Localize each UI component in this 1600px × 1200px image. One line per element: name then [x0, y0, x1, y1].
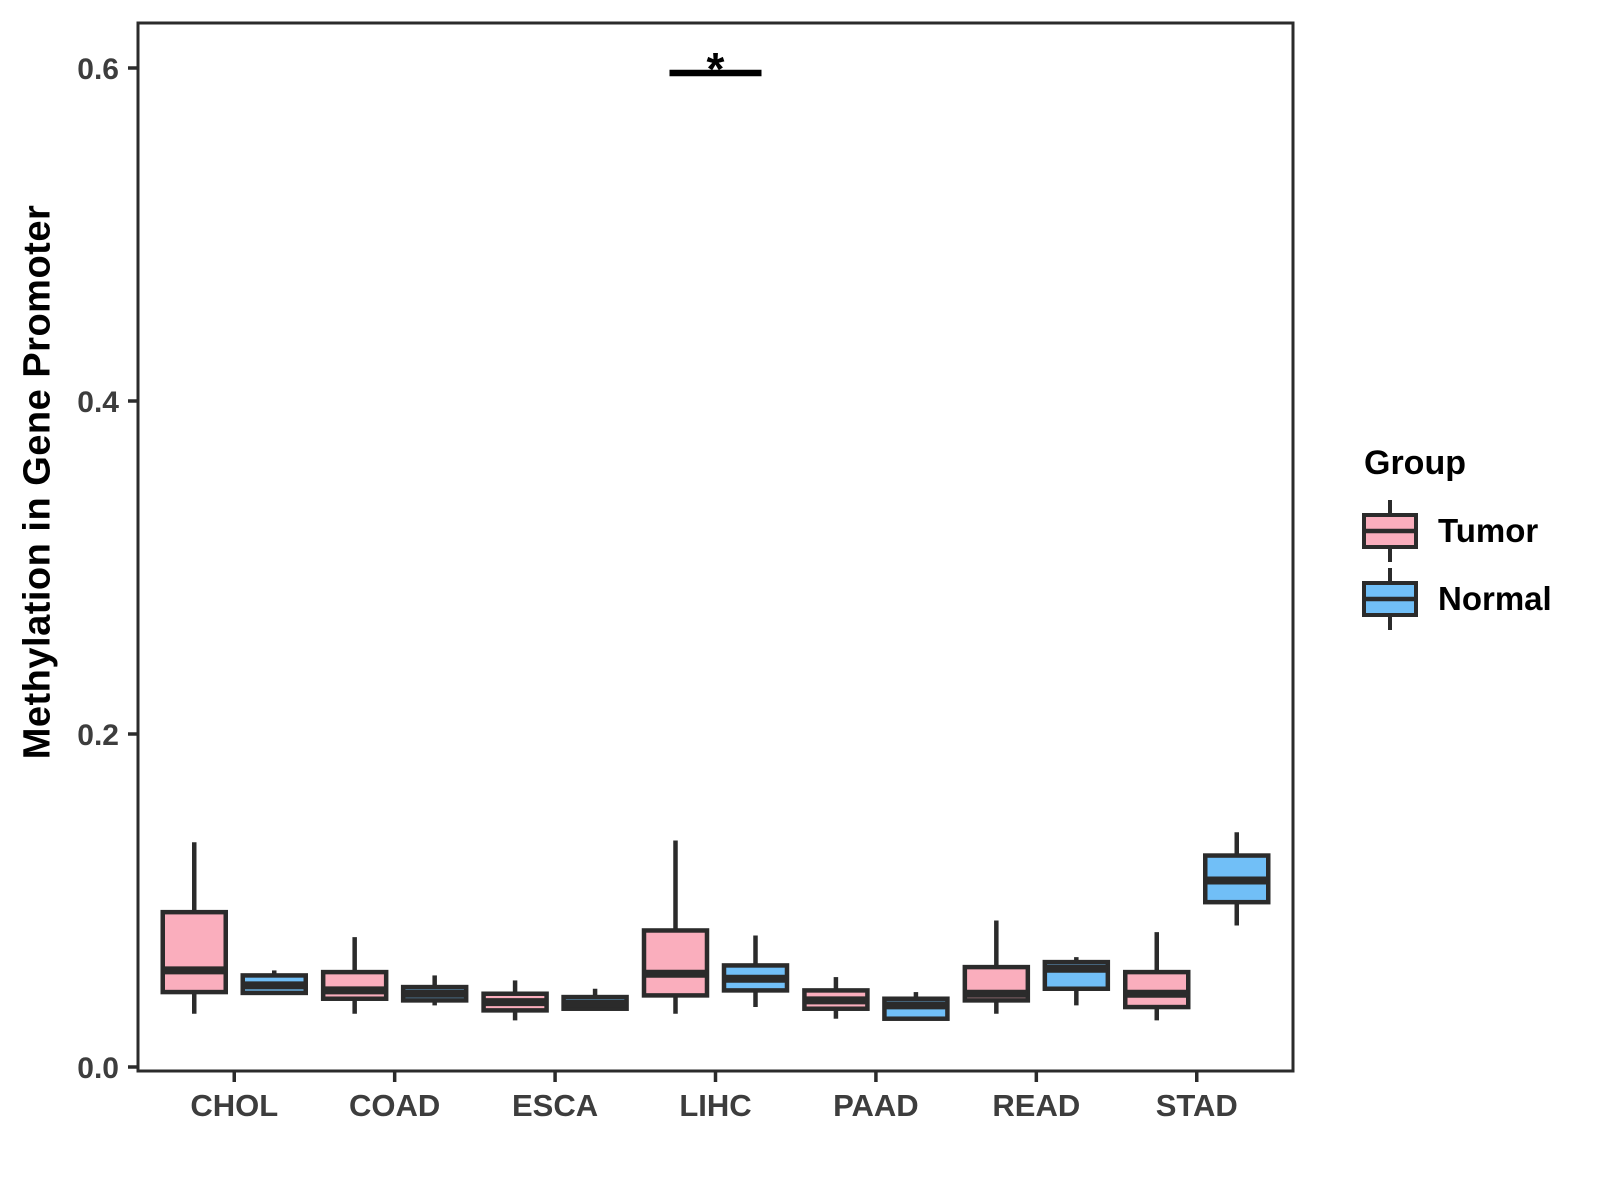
x-tick-label-paad: PAAD: [833, 1088, 919, 1123]
box-tumor-chol: [160, 842, 228, 1014]
box-normal-stad: [1203, 832, 1271, 926]
box-tumor-lihc: [641, 840, 710, 1014]
box-tumor-paad: [802, 977, 870, 1019]
box-tumor-stad: [1123, 932, 1191, 1021]
legend-title: Group: [1364, 444, 1466, 482]
x-tick-label-stad: STAD: [1156, 1088, 1238, 1123]
legend-key-tumor-boxplot-icon: [1362, 500, 1418, 562]
x-tick-label-read: READ: [992, 1088, 1080, 1123]
panel-border: [136, 21, 1295, 1073]
legend-items: Tumor Normal: [1360, 497, 1552, 633]
box-normal-paad: [882, 992, 950, 1021]
legend-item-normal: Normal: [1360, 565, 1552, 633]
box-rect: [1123, 969, 1191, 1010]
y-tick-label: 0.6: [77, 53, 119, 86]
legend: Group Tumor Normal: [1360, 444, 1552, 633]
legend-item-tumor: Tumor: [1360, 497, 1552, 565]
legend-label: Normal: [1438, 580, 1552, 617]
box-normal-coad: [400, 975, 469, 1006]
box-normal-chol: [240, 970, 308, 996]
x-tick-label-chol: CHOL: [190, 1088, 278, 1123]
box-tumor-read: [962, 920, 1031, 1014]
box-rect: [160, 909, 228, 995]
box-rect: [320, 969, 389, 1001]
box-normal-esca: [561, 988, 629, 1011]
x-tick-label-lihc: LIHC: [679, 1088, 751, 1123]
x-tick-label-esca: ESCA: [512, 1088, 598, 1123]
legend-key-normal-boxplot-icon: [1362, 568, 1418, 630]
significance-star: *: [707, 43, 725, 95]
y-axis-title: Methylation in Gene Promoter: [16, 204, 59, 760]
box-tumor-coad: [320, 937, 389, 1014]
box-normal-read: [1042, 957, 1111, 1006]
x-tick-label-coad: COAD: [349, 1088, 440, 1123]
box-normal-lihc: [721, 935, 790, 1008]
y-tick-label: 0.4: [77, 386, 119, 419]
y-tick-label: 0.0: [77, 1052, 119, 1085]
legend-label: Tumor: [1438, 512, 1539, 549]
box-tumor-esca: [481, 980, 549, 1021]
y-tick-label: 0.2: [77, 719, 119, 752]
box-rect: [641, 928, 710, 998]
